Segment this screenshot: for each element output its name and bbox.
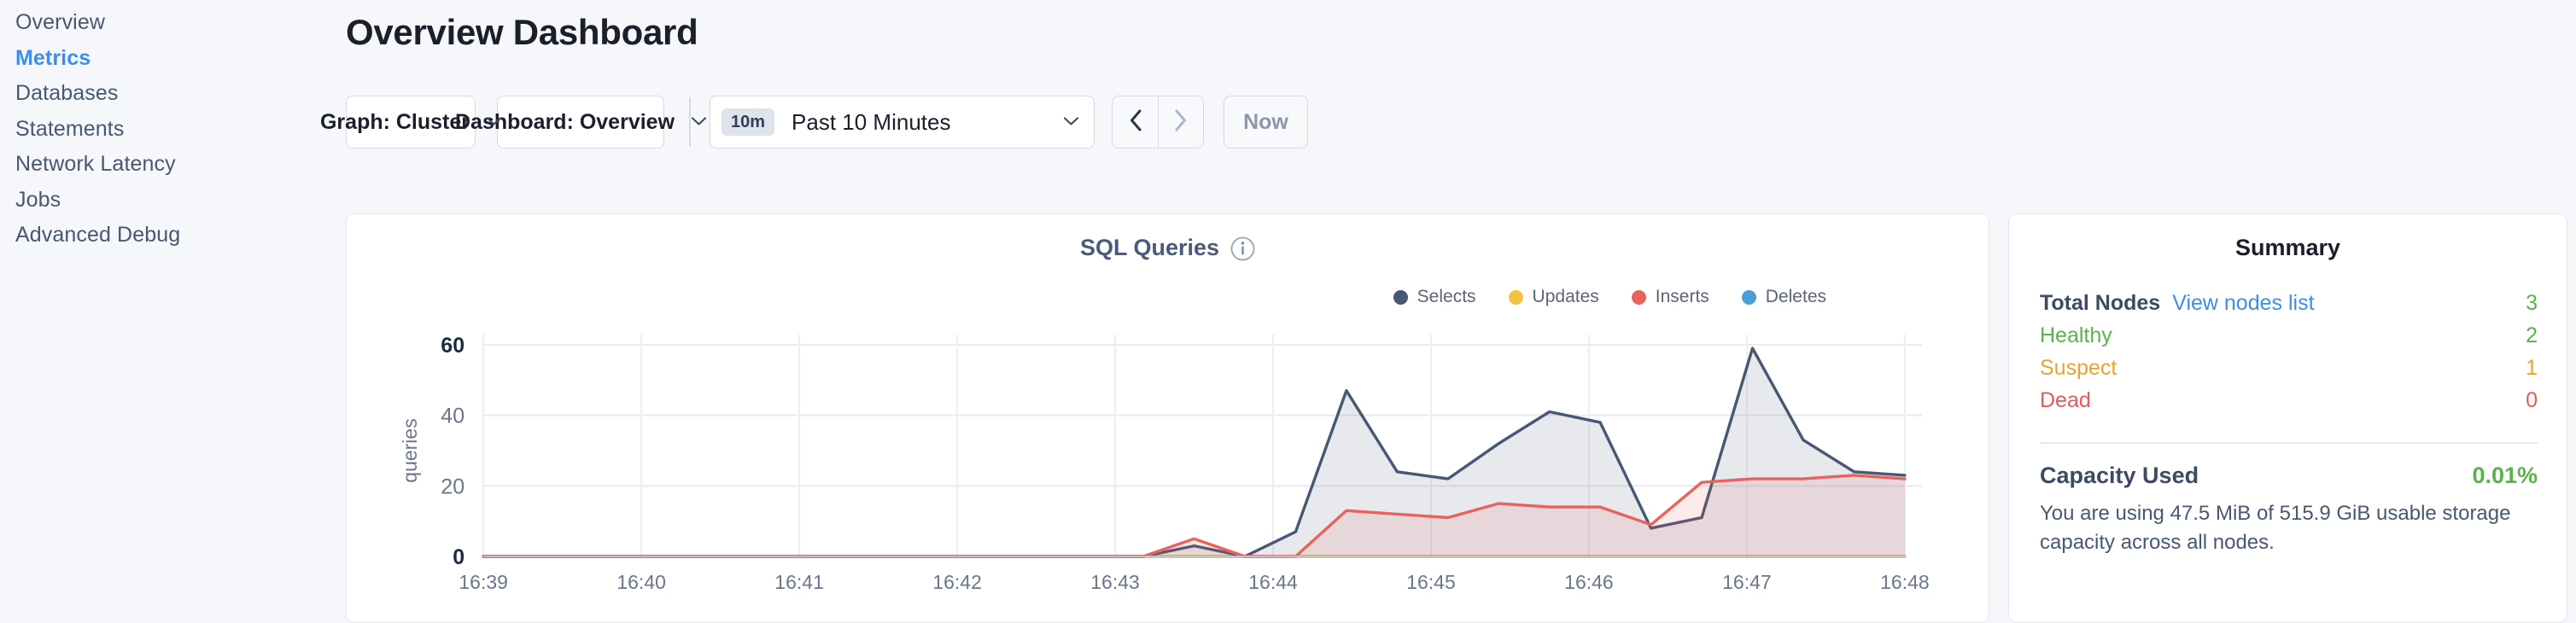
sidebar-item-label: Network Latency bbox=[15, 152, 176, 177]
now-button[interactable]: Now bbox=[1224, 96, 1308, 148]
sidebar-item-advanced-debug[interactable]: Advanced Debug bbox=[0, 218, 337, 253]
chart-title-row: SQL Queries bbox=[347, 235, 1989, 261]
series-area-selects bbox=[483, 348, 1905, 556]
info-circle-icon[interactable] bbox=[1230, 236, 1255, 261]
legend-dot-icon bbox=[1508, 289, 1523, 305]
summary-row-value: 1 bbox=[2526, 356, 2538, 380]
summary-row-suspect: Suspect 1 bbox=[2040, 356, 2538, 388]
chevron-right-icon bbox=[1173, 108, 1189, 137]
chart-legend: Selects Updates Inserts Deletes bbox=[347, 287, 1989, 307]
sidebar-item-label: Statements bbox=[15, 116, 125, 141]
page-title: Overview Dashboard bbox=[346, 12, 698, 52]
legend-label: Inserts bbox=[1655, 287, 1709, 306]
chevron-left-icon bbox=[1128, 108, 1143, 137]
summary-row-dead: Dead 0 bbox=[2040, 388, 2538, 421]
graph-select-label: Graph: Cluster bbox=[319, 109, 470, 134]
summary-row-value: 2 bbox=[2526, 323, 2538, 347]
sql-queries-chart-card: SQL Queries Selects Updates Inserts Deletes… bbox=[346, 213, 1989, 623]
x-axis-tick-label: 16:45 bbox=[1406, 571, 1456, 593]
capacity-used-value: 0.01% bbox=[2472, 463, 2538, 488]
summary-row-value: 3 bbox=[2526, 291, 2538, 315]
time-range-label: Past 10 Minutes bbox=[791, 108, 951, 135]
summary-row-label: Dead bbox=[2040, 388, 2091, 412]
legend-label: Selects bbox=[1417, 287, 1476, 306]
summary-row-label: Healthy bbox=[2040, 323, 2112, 347]
legend-label: Deletes bbox=[1765, 287, 1826, 306]
legend-dot-icon bbox=[1393, 289, 1408, 305]
y-axis-tick-label: 0 bbox=[453, 545, 464, 569]
sidebar-item-network-latency[interactable]: Network Latency bbox=[0, 147, 337, 183]
chart-plot-area[interactable]: 0 20 40 60 queries 16:39 16:40 16:41 16:42 16:43 1… bbox=[347, 304, 1989, 622]
legend-item-updates[interactable]: Updates bbox=[1508, 287, 1599, 307]
main-content: Overview Dashboard Graph: Cluster Dashbo… bbox=[320, 0, 2576, 623]
time-range-badge: 10m bbox=[721, 108, 775, 136]
sidebar-item-label: Databases bbox=[15, 81, 119, 106]
chevron-down-icon bbox=[487, 117, 502, 125]
time-range-dropdown[interactable]: 10m Past 10 Minutes bbox=[710, 96, 1095, 148]
summary-row-label: Suspect bbox=[2040, 356, 2117, 380]
summary-rows: Total Nodes View nodes list 3 Healthy 2 Suspe… bbox=[2040, 291, 2538, 421]
chart-title: SQL Queries bbox=[1079, 235, 1220, 260]
sidebar-item-databases[interactable]: Databases bbox=[0, 76, 337, 112]
x-axis-tick-label: 16:48 bbox=[1880, 571, 1930, 593]
x-axis-tick-label: 16:47 bbox=[1722, 571, 1772, 593]
capacity-used-label: Capacity Used bbox=[2040, 463, 2199, 488]
sidebar: Overview Metrics Databases Statements Networ… bbox=[0, 0, 337, 623]
legend-item-inserts[interactable]: Inserts bbox=[1631, 287, 1709, 307]
time-nav-group bbox=[1112, 96, 1204, 148]
capacity-used-row: Capacity Used 0.01% bbox=[2040, 463, 2538, 489]
sidebar-item-overview[interactable]: Overview bbox=[0, 5, 337, 41]
x-axis-tick-label: 16:39 bbox=[459, 571, 508, 593]
toolbar-divider bbox=[689, 97, 691, 147]
chevron-down-icon bbox=[1064, 117, 1078, 125]
sidebar-item-label: Advanced Debug bbox=[15, 223, 181, 247]
previous-time-button[interactable] bbox=[1113, 96, 1158, 148]
summary-row-total-nodes: Total Nodes View nodes list 3 bbox=[2040, 291, 2538, 323]
summary-row-healthy: Healthy 2 bbox=[2040, 323, 2538, 356]
summary-body: Total Nodes View nodes list 3 Healthy 2 Suspe… bbox=[2040, 291, 2538, 557]
legend-label: Updates bbox=[1532, 287, 1599, 306]
sidebar-item-label: Jobs bbox=[15, 187, 61, 212]
legend-item-deletes[interactable]: Deletes bbox=[1741, 287, 1826, 307]
legend-dot-icon bbox=[1741, 289, 1756, 305]
capacity-description: You are using 47.5 MiB of 515.9 GiB usab… bbox=[2040, 502, 2511, 555]
legend-item-selects[interactable]: Selects bbox=[1393, 287, 1476, 307]
y-axis-title: queries bbox=[399, 418, 421, 482]
summary-divider bbox=[2040, 442, 2538, 444]
summary-title: Summary bbox=[2234, 235, 2341, 260]
x-axis-tick-label: 16:43 bbox=[1090, 571, 1140, 593]
summary-row-label: Total Nodes bbox=[2040, 291, 2161, 315]
y-axis-tick-label: 60 bbox=[441, 334, 464, 358]
sidebar-item-metrics[interactable]: Metrics bbox=[0, 41, 337, 77]
toolbar: Graph: Cluster Dashboard: Overview 10m P… bbox=[320, 96, 1308, 148]
x-axis-tick-label: 16:46 bbox=[1564, 571, 1614, 593]
sidebar-item-label: Metrics bbox=[15, 45, 91, 70]
x-axis-tick-label: 16:42 bbox=[932, 571, 982, 593]
x-axis-tick-label: 16:44 bbox=[1248, 571, 1298, 593]
view-nodes-list-link[interactable]: View nodes list bbox=[2172, 291, 2315, 315]
summary-card: Summary Total Nodes View nodes list 3 Healt… bbox=[2008, 213, 2567, 623]
graph-select-dropdown[interactable]: Graph: Cluster bbox=[320, 96, 502, 148]
summary-row-value: 0 bbox=[2526, 388, 2538, 412]
sidebar-item-jobs[interactable]: Jobs bbox=[0, 183, 337, 218]
y-axis-tick-label: 40 bbox=[441, 405, 464, 428]
y-axis-tick-label: 20 bbox=[441, 475, 464, 498]
chevron-down-icon bbox=[692, 117, 707, 125]
x-axis-tick-label: 16:40 bbox=[616, 571, 666, 593]
dashboard-select-dropdown[interactable]: Dashboard: Overview bbox=[455, 96, 707, 148]
next-time-button[interactable] bbox=[1158, 96, 1203, 148]
series-area-inserts bbox=[483, 475, 1905, 556]
sidebar-item-label: Overview bbox=[15, 10, 105, 35]
x-axis-tick-label: 16:41 bbox=[774, 571, 824, 593]
legend-dot-icon bbox=[1631, 289, 1646, 305]
cards-row: SQL Queries Selects Updates Inserts Deletes… bbox=[346, 213, 2567, 623]
sidebar-item-statements[interactable]: Statements bbox=[0, 112, 337, 148]
